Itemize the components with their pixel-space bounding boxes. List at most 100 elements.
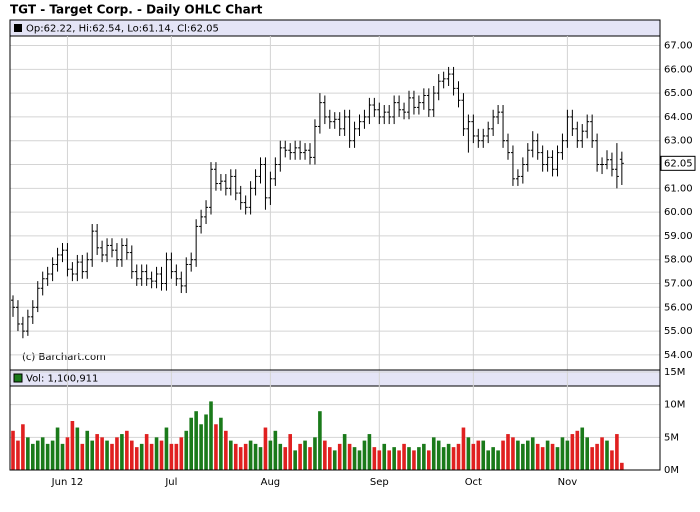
volume-bar: [298, 443, 302, 470]
volume-bar: [134, 447, 139, 470]
volume-bar: [179, 437, 184, 470]
volume-bar: [382, 443, 387, 470]
volume-bar: [125, 430, 129, 470]
volume-bar: [199, 424, 203, 470]
volume-bar: [560, 437, 565, 470]
volume-bar: [26, 437, 30, 470]
volume-bar: [496, 450, 500, 470]
volume-bar: [90, 440, 94, 470]
volume-bar: [273, 430, 278, 470]
volume-bar: [219, 417, 223, 470]
volume-bar: [214, 424, 218, 470]
volume-bar: [303, 440, 307, 470]
volume-bar: [501, 440, 505, 470]
y-tick-label: 66.00: [664, 64, 693, 75]
volume-bar: [95, 434, 99, 470]
volume-bar: [110, 443, 114, 470]
volume-bar: [555, 447, 560, 470]
volume-info: Vol: 1,100,911: [26, 374, 98, 385]
volume-bar: [328, 447, 332, 470]
y-tick-label: 64.00: [664, 112, 693, 123]
y-tick-label: 10M: [664, 400, 685, 411]
y-tick-label: 15M: [664, 367, 685, 378]
volume-bar: [565, 440, 570, 470]
y-tick-label: 67.00: [664, 41, 693, 52]
volume-bar: [105, 440, 109, 470]
volume-bar: [535, 443, 540, 470]
volume-bar: [357, 450, 362, 470]
y-tick-label: 65.00: [664, 88, 693, 99]
volume-bar: [397, 450, 401, 470]
volume-bar: [521, 443, 525, 470]
volume-bar: [65, 437, 70, 470]
volume-bar: [283, 447, 288, 470]
x-tick-label: Sep: [370, 477, 389, 488]
volume-bar: [258, 447, 263, 470]
volume-bar: [362, 440, 367, 470]
x-tick-label: Jul: [164, 477, 177, 488]
volume-bar: [610, 450, 614, 470]
volume-bar: [50, 440, 55, 470]
volume-bar: [481, 440, 486, 470]
volume-bar: [318, 411, 322, 470]
y-tick-label: 0M: [664, 465, 679, 476]
volume-bar: [238, 447, 243, 470]
last-price-box: [660, 155, 696, 171]
volume-bar: [80, 443, 85, 470]
volume-bar: [461, 427, 466, 470]
volume-bar: [293, 450, 297, 470]
volume-bar: [486, 450, 490, 470]
volume-bar: [352, 447, 357, 470]
last-price-label: 62.05: [664, 158, 693, 169]
volume-bar: [164, 427, 169, 470]
volume-bar: [441, 447, 446, 470]
volume-bar: [456, 443, 461, 470]
volume-bar: [194, 411, 198, 470]
volume-bar: [570, 434, 575, 470]
copyright: (c) Barchart.com: [22, 352, 106, 363]
volume-bar: [595, 443, 599, 470]
volume-bar: [154, 437, 159, 470]
volume-bar: [159, 440, 164, 470]
volume-bar: [323, 440, 327, 470]
volume-bar: [308, 447, 312, 470]
volume-bar: [620, 462, 624, 470]
volume-bar: [288, 434, 292, 470]
volume-bar: [139, 443, 144, 470]
volume-bar: [585, 437, 589, 470]
volume-bar: [204, 414, 208, 470]
y-tick-label: 5M: [664, 432, 679, 443]
x-tick-label: Nov: [558, 477, 578, 488]
volume-bar: [209, 401, 213, 470]
volume-bar: [85, 430, 90, 470]
volume-bar: [253, 443, 258, 470]
volume-bar: [526, 440, 530, 470]
volume-bar: [436, 440, 441, 470]
volume-bar: [446, 443, 451, 470]
volume-bar: [347, 443, 352, 470]
volume-bar: [580, 427, 585, 470]
volume-bar: [40, 437, 45, 470]
volume-bar: [174, 443, 179, 470]
volume-bar: [248, 440, 253, 470]
volume-bar: [407, 447, 411, 470]
volume-bar: [590, 447, 594, 470]
volume-bar: [263, 427, 268, 470]
volume-bar: [189, 417, 193, 470]
y-tick-label: 56.00: [664, 302, 693, 313]
volume-frame: [9, 369, 661, 471]
volume-bar: [31, 443, 35, 470]
price-info: Op:62.22, Hi:62.54, Lo:61.14, Cl:62.05: [26, 24, 219, 35]
volume-bar: [278, 443, 283, 470]
volume-bar: [516, 440, 520, 470]
volume-bar: [268, 440, 273, 470]
volume-bar: [402, 443, 406, 470]
volume-bar: [120, 434, 124, 470]
volume-bar: [466, 437, 471, 470]
volume-bar: [233, 443, 238, 470]
volume-bar: [342, 434, 347, 470]
volume-bar: [417, 447, 421, 470]
volume-bar: [545, 440, 550, 470]
volume-bar: [224, 430, 228, 470]
volume-bar: [540, 447, 545, 470]
